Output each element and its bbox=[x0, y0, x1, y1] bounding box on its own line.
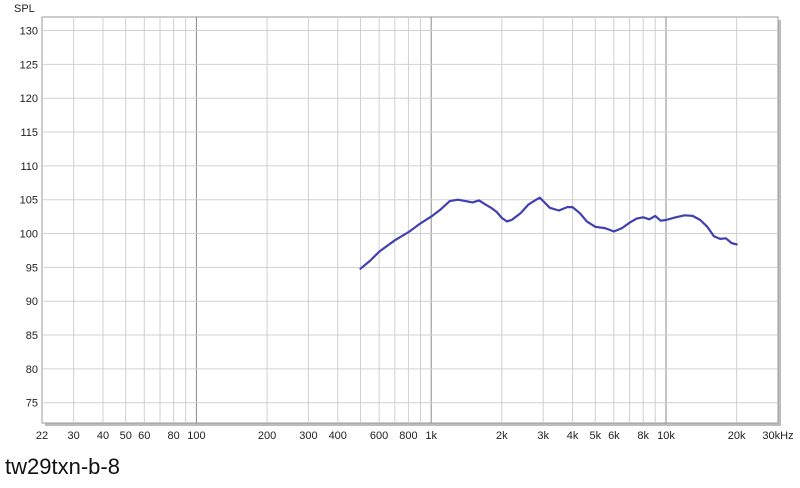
x-tick-label: 800 bbox=[399, 430, 417, 442]
x-tick-label: 10k bbox=[657, 430, 675, 442]
y-tick-label: 100 bbox=[20, 229, 38, 241]
y-tick-label: 95 bbox=[26, 262, 38, 274]
y-tick-label: 80 bbox=[26, 364, 38, 376]
x-tick-label: 30 bbox=[68, 430, 80, 442]
frequency-response-chart: 22 30 40 50 60 80 100 200 300 400 600 800 1k 2k 3k 4k 5k… bbox=[14, 3, 794, 442]
y-axis-label: SPL bbox=[14, 3, 35, 15]
x-tick-labels: 22 30 40 50 60 80 100 200 300 400 600 800 1k 2k 3k 4k 5k… bbox=[36, 430, 794, 442]
x-tick-label: 200 bbox=[258, 430, 276, 442]
y-tick-label: 125 bbox=[20, 59, 38, 71]
x-tick-label: 60 bbox=[138, 430, 150, 442]
y-tick-label: 115 bbox=[20, 127, 38, 139]
x-tick-label: 40 bbox=[97, 430, 109, 442]
x-tick-label: 100 bbox=[187, 430, 205, 442]
y-tick-label: 130 bbox=[20, 26, 38, 38]
x-tick-label: 400 bbox=[329, 430, 347, 442]
x-tick-label: 30kHz bbox=[762, 430, 793, 442]
x-tick-label: 50 bbox=[120, 430, 132, 442]
series-layer bbox=[359, 196, 738, 270]
series-line bbox=[359, 196, 738, 270]
chart-caption: tw29txn-b-8 bbox=[5, 454, 120, 479]
y-tick-label: 75 bbox=[26, 398, 38, 410]
x-tick-label: 300 bbox=[299, 430, 317, 442]
y-tick-label: 110 bbox=[20, 161, 38, 173]
y-tick-labels: 75 80 85 90 95 100 105 110 115 120 125 130 bbox=[20, 26, 38, 410]
x-tick-label: 600 bbox=[370, 430, 388, 442]
grid-lines bbox=[42, 17, 778, 423]
x-tick-label: 1k bbox=[425, 430, 437, 442]
y-tick-label: 90 bbox=[26, 296, 38, 308]
x-tick-label: 80 bbox=[168, 430, 180, 442]
x-tick-label: 2k bbox=[496, 430, 508, 442]
y-tick-label: 120 bbox=[20, 93, 38, 105]
y-tick-label: 105 bbox=[20, 195, 38, 207]
x-tick-label: 8k bbox=[637, 430, 649, 442]
x-tick-label: 4k bbox=[567, 430, 579, 442]
x-tick-label: 22 bbox=[36, 430, 48, 442]
x-tick-label: 6k bbox=[608, 430, 620, 442]
x-tick-label: 5k bbox=[589, 430, 601, 442]
x-tick-label: 20k bbox=[728, 430, 746, 442]
x-tick-label: 3k bbox=[537, 430, 549, 442]
y-tick-label: 85 bbox=[26, 330, 38, 342]
